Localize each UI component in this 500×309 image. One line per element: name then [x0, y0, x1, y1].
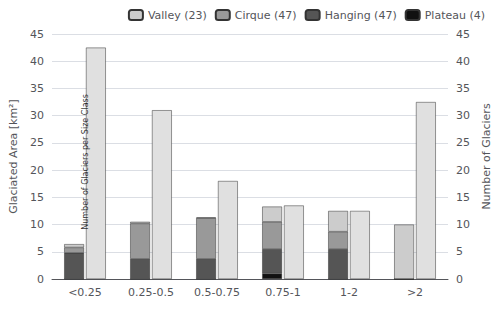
svg-text:Hanging (47): Hanging (47)	[325, 9, 397, 22]
svg-text:Valley (23): Valley (23)	[148, 9, 207, 22]
svg-text:5: 5	[456, 245, 463, 258]
svg-text:Plateau (4): Plateau (4)	[425, 9, 485, 22]
svg-text:25: 25	[456, 136, 470, 149]
svg-text:0: 0	[37, 273, 44, 286]
svg-text:10: 10	[456, 218, 470, 231]
svg-text:20: 20	[456, 164, 470, 177]
svg-text:<0.25: <0.25	[68, 286, 102, 299]
svg-text:5: 5	[37, 245, 44, 258]
svg-text:30: 30	[456, 109, 470, 122]
svg-text:0.75-1: 0.75-1	[265, 286, 300, 299]
svg-text:Glaciated Area [km²]: Glaciated Area [km²]	[7, 99, 20, 214]
svg-text:0: 0	[456, 273, 463, 286]
svg-text:Number of Glaciers: Number of Glaciers	[480, 103, 493, 209]
svg-text:45: 45	[456, 28, 470, 41]
svg-text:15: 15	[456, 191, 470, 204]
svg-text:45: 45	[30, 28, 44, 41]
svg-text:35: 35	[456, 82, 470, 95]
svg-text:40: 40	[30, 55, 44, 68]
svg-text:30: 30	[30, 109, 44, 122]
svg-text:Cirque (47): Cirque (47)	[235, 9, 297, 22]
svg-text:25: 25	[30, 136, 44, 149]
svg-text:35: 35	[30, 82, 44, 95]
svg-text:>2: >2	[407, 286, 423, 299]
svg-text:15: 15	[30, 191, 44, 204]
svg-text:0.5-0.75: 0.5-0.75	[194, 286, 240, 299]
svg-text:1-2: 1-2	[340, 286, 358, 299]
svg-text:40: 40	[456, 55, 470, 68]
svg-text:Number of Glaciers per Size Cl: Number of Glaciers per Size Class	[81, 94, 90, 230]
svg-text:0.25-0.5: 0.25-0.5	[128, 286, 174, 299]
svg-text:20: 20	[30, 164, 44, 177]
svg-text:10: 10	[30, 218, 44, 231]
